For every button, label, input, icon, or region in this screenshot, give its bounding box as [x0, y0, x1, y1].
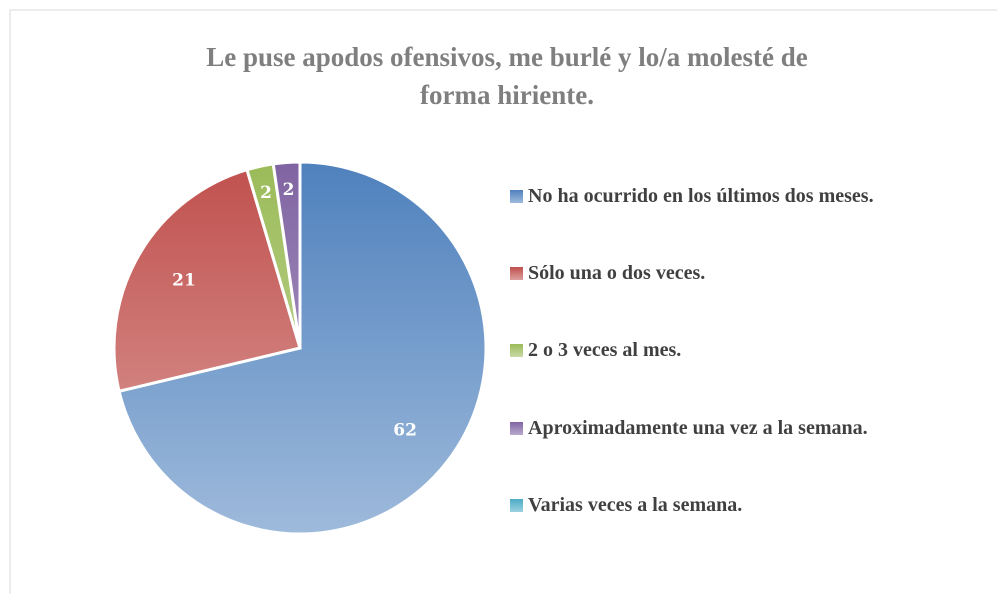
legend-item: Sólo una o dos veces. [510, 259, 980, 287]
legend-swatch [510, 344, 523, 357]
legend-item: No ha ocurrido en los últimos dos meses. [510, 182, 910, 210]
chart-title: forma hiriente. [420, 80, 594, 110]
chart-frame [9, 9, 997, 594]
data-label: 21 [172, 271, 196, 291]
chart-title: Le puse apodos ofensivos, me burlé y lo/… [206, 42, 808, 72]
legend-swatch [510, 422, 523, 435]
legend-label: Sólo una o dos veces. [528, 262, 706, 284]
pie-slice [112, 167, 302, 394]
legend-item: Varias veces a la semana. [510, 491, 980, 519]
pie: 62 21 2 2 [112, 160, 488, 536]
data-label: 62 [393, 420, 417, 440]
legend-item: Aproximadamente una vez a la semana. [510, 414, 980, 442]
legend-label: No ha ocurrido en los últimos dos meses. [528, 185, 874, 207]
legend-swatch [510, 267, 523, 280]
legend-label: Aproximadamente una vez a la semana. [528, 417, 868, 439]
data-label: 2 [283, 180, 295, 200]
legend-label: Varias veces a la semana. [528, 494, 743, 516]
legend-swatch [510, 499, 523, 512]
pie-slice [117, 160, 488, 536]
legend-swatch [510, 190, 523, 203]
legend-label: 2 o 3 veces al mes. [528, 339, 682, 361]
legend-item: 2 o 3 veces al mes. [510, 336, 980, 364]
data-label: 2 [260, 183, 272, 203]
